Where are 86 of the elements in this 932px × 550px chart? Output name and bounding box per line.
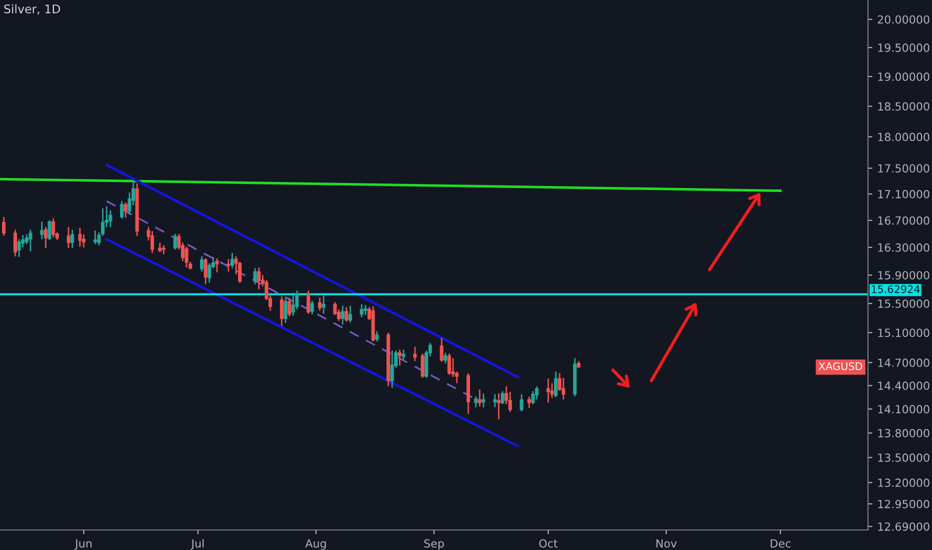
y-tick-label: 14.10000: [878, 405, 930, 414]
candlestick: [291, 294, 295, 316]
candlestick: [215, 258, 219, 272]
candlestick: [546, 378, 550, 403]
y-tick-label: 17.50000: [878, 164, 930, 173]
candlestick: [230, 252, 234, 268]
candlestick: [413, 346, 417, 361]
candlestick: [40, 222, 44, 240]
y-tick-label: 19.50000: [878, 44, 930, 52]
candlestick: [66, 227, 70, 248]
candlestick: [284, 298, 288, 324]
candlestick: [500, 391, 504, 404]
annotation: XAGUSD: [818, 362, 862, 370]
candlestick: [108, 210, 112, 228]
candlestick: [52, 218, 56, 238]
x-tick-label: Oct: [539, 539, 558, 548]
y-tick-label: 15.90000: [878, 271, 930, 280]
candlestick: [28, 230, 32, 252]
candlestick: [554, 372, 558, 398]
y-tick-label: 16.30000: [878, 243, 930, 252]
x-tick-label: Dec: [770, 539, 790, 548]
y-tick-label: 19.00000: [878, 72, 930, 81]
candlestick: [478, 390, 482, 407]
y-tick-label: 18.50000: [878, 102, 930, 111]
candlestick: [280, 296, 284, 326]
candlestick: [318, 298, 322, 311]
candlestick: [204, 258, 208, 284]
candlestick: [440, 338, 444, 362]
candlestick: [200, 256, 204, 272]
candlestick: [70, 230, 74, 248]
candlestick: [13, 230, 18, 256]
candlestick: [48, 220, 52, 240]
candlestick: [93, 230, 97, 244]
candlestick: [253, 268, 257, 284]
candlestick: [527, 396, 531, 408]
candlestick: [348, 306, 352, 322]
candlestick: [340, 306, 344, 325]
candlestick: [360, 304, 364, 318]
y-tick-label: 13.50000: [878, 453, 930, 462]
candlestick: [173, 234, 177, 250]
candlestick: [322, 296, 326, 314]
y-tick-label: 18.00000: [878, 132, 930, 142]
candlestick: [288, 298, 292, 316]
candlestick: [226, 259, 230, 272]
candlestick: [493, 394, 497, 408]
chart-title: Silver, 1D: [4, 4, 60, 15]
candlestick: [150, 231, 154, 253]
candlestick: [257, 267, 261, 290]
ref-line-label: 15.62924: [872, 285, 920, 294]
y-tick-label: 13.80000: [878, 428, 930, 438]
candlestick: [344, 307, 348, 322]
candlestick: [398, 350, 402, 366]
candlestick: [310, 300, 314, 314]
candlestick: [390, 350, 394, 388]
x-tick-label: Aug: [305, 539, 326, 550]
y-tick-label: 16.70000: [878, 216, 930, 225]
candlestick: [444, 352, 448, 364]
x-tick-label: Sep: [424, 539, 444, 550]
candlestick: [447, 354, 452, 375]
candlestick: [184, 246, 188, 268]
y-tick-label: 15.50000: [878, 299, 930, 308]
y-tick-label: 20.00000: [878, 15, 930, 24]
candlestick: [124, 202, 128, 218]
y-tick-label: 14.40000: [878, 382, 930, 390]
candlestick: [474, 396, 478, 408]
y-tick-label: 15.10000: [878, 328, 930, 338]
x-tick-label: Jul: [190, 539, 204, 550]
y-tick-label: 17.10000: [878, 190, 930, 198]
y-tick-label: 12.95000: [878, 500, 930, 508]
candlestick: [520, 394, 524, 412]
candlestick: [78, 228, 82, 247]
candlestick: [162, 245, 166, 254]
x-tick-label: Nov: [656, 539, 677, 548]
y-tick-label: 12.69000: [878, 522, 930, 531]
y-tick-label: 14.70000: [878, 358, 930, 367]
candlestick: [17, 239, 21, 258]
candlestick: [306, 290, 310, 314]
candlestick: [120, 201, 124, 218]
candlestick: [2, 217, 6, 236]
candlestick: [420, 354, 424, 378]
candlestick: [482, 393, 486, 408]
y-tick-label: 13.20000: [878, 478, 930, 487]
candlestick: [496, 393, 500, 420]
x-tick-label: Jun: [74, 539, 92, 550]
candlestick: [44, 227, 48, 248]
candlestick: [562, 378, 566, 400]
